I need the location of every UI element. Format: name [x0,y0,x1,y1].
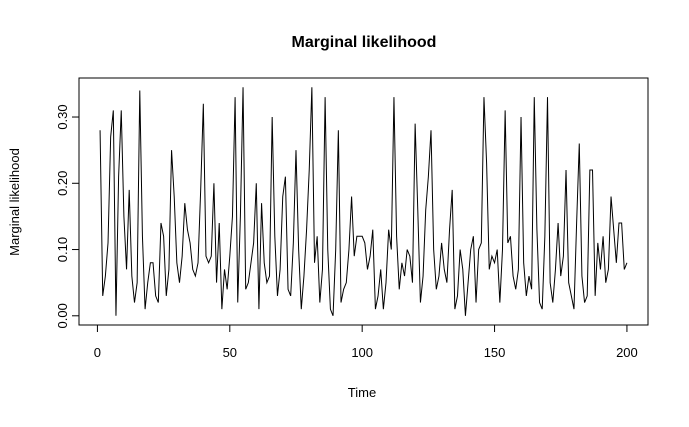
y-tick-label: 0.00 [55,303,70,328]
y-axis-label: Marginal likelihood [7,148,22,256]
x-tick-label: 50 [223,345,237,360]
x-tick-label: 150 [484,345,506,360]
y-tick-label: 0.10 [55,237,70,262]
y-tick-label: 0.20 [55,171,70,196]
x-axis-label: Time [348,385,376,400]
chart-title: Marginal likelihood [292,34,437,51]
x-tick-label: 0 [94,345,101,360]
x-tick-label: 200 [616,345,638,360]
x-tick-label: 100 [351,345,373,360]
y-tick-label: 0.30 [55,104,70,129]
data-line [99,87,628,316]
